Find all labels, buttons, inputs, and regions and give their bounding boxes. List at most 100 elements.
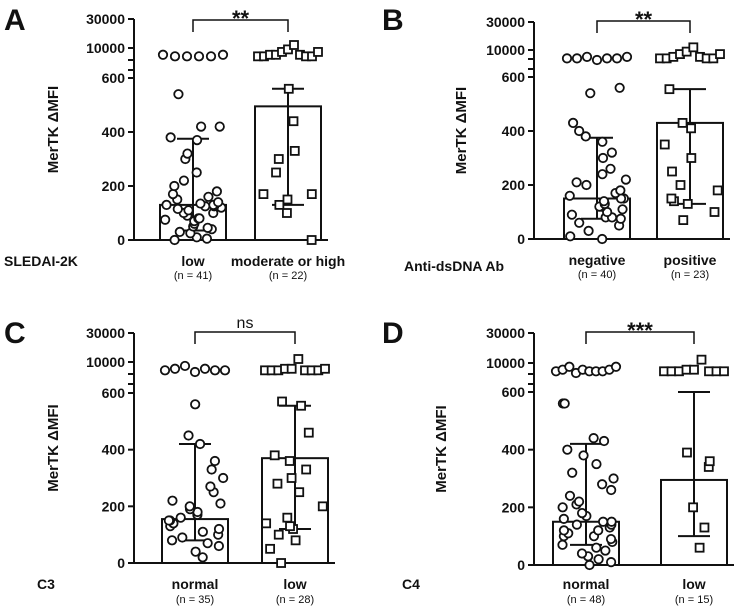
data-point — [197, 526, 208, 537]
y-tick-label: 10000 — [86, 354, 125, 370]
data-point-high — [581, 51, 593, 62]
data-point — [282, 512, 293, 523]
data-point — [194, 213, 205, 224]
y-tick-label: 0 — [117, 232, 125, 248]
data-point — [288, 116, 299, 127]
data-point — [306, 235, 317, 245]
category-label: low — [283, 576, 306, 592]
data-point-high — [610, 361, 622, 372]
data-point — [184, 501, 195, 512]
data-point — [567, 467, 578, 478]
data-point — [286, 473, 297, 483]
data-point — [261, 518, 272, 529]
data-point — [580, 131, 591, 142]
data-point — [567, 117, 579, 129]
panel-c: C MerTK ΔMFI 30000 10000 600 400 200 0 C3 ns norma… — [4, 315, 335, 606]
data-point — [615, 185, 626, 196]
data-point — [174, 226, 185, 237]
data-point — [173, 89, 184, 100]
data-point — [167, 189, 179, 200]
data-point — [211, 186, 222, 197]
data-point — [169, 234, 180, 246]
data-point-high — [320, 363, 330, 374]
y-tick-label: 10000 — [486, 42, 525, 58]
data-point — [218, 472, 229, 484]
data-point — [597, 136, 608, 147]
data-point — [574, 125, 585, 137]
data-point — [213, 540, 224, 552]
data-point — [597, 152, 609, 164]
data-point — [573, 496, 585, 507]
category-1: moderate or high(n = 22) — [231, 40, 345, 282]
group-label: SLEDAI-2K — [4, 253, 78, 269]
y-tick-label: 600 — [102, 70, 126, 86]
data-point — [182, 148, 193, 159]
data-point — [564, 490, 576, 501]
data-point — [615, 213, 626, 224]
data-point-high — [591, 54, 603, 66]
data-point — [191, 167, 202, 178]
data-point — [272, 478, 283, 489]
data-point-high — [571, 53, 583, 64]
data-point — [593, 525, 604, 536]
data-point — [285, 521, 295, 532]
axis-break — [528, 373, 535, 385]
data-point — [294, 487, 305, 498]
n-label: (n = 35) — [176, 594, 214, 606]
data-point — [704, 456, 715, 467]
y-tick-label: 200 — [502, 499, 526, 515]
data-point — [167, 495, 178, 506]
data-point-high — [193, 51, 205, 62]
significance-bracket — [194, 331, 296, 344]
data-point — [682, 198, 693, 209]
data-point — [303, 427, 314, 438]
data-point — [562, 444, 573, 455]
data-point — [574, 217, 585, 228]
data-point — [583, 225, 594, 236]
y-tick-label: 400 — [502, 123, 526, 139]
n-label: (n = 40) — [578, 269, 616, 281]
data-point-high — [611, 53, 623, 64]
data-point — [191, 135, 203, 146]
data-point — [606, 557, 617, 568]
data-point — [593, 554, 604, 565]
data-point — [282, 208, 292, 218]
significance-label: ** — [635, 7, 653, 32]
panel-letter: B — [382, 4, 404, 37]
significance-label: ** — [232, 6, 250, 31]
data-point — [620, 174, 631, 185]
panel-letter: A — [4, 4, 26, 37]
data-point — [175, 512, 186, 523]
data-point — [571, 177, 582, 188]
data-point-high — [561, 53, 573, 64]
category-label: moderate or high — [231, 253, 345, 269]
data-point — [666, 193, 677, 204]
data-point — [564, 190, 575, 201]
data-point — [160, 214, 171, 225]
data-point — [694, 542, 705, 553]
panel-letter: C — [4, 317, 26, 350]
category-1: low (n = 15) — [659, 354, 729, 606]
data-point-high — [289, 40, 299, 50]
significance-bracket — [585, 331, 695, 344]
data-point-high — [293, 354, 304, 364]
category-label: low — [682, 576, 705, 592]
data-point — [678, 215, 689, 226]
data-point — [686, 153, 697, 163]
data-point — [203, 191, 214, 202]
y-tick-label: 30000 — [486, 325, 525, 341]
axis-break — [128, 59, 135, 71]
data-point — [598, 196, 610, 207]
y-axis-title: MerTK ΔMFI — [45, 404, 62, 491]
data-point — [558, 525, 570, 536]
data-point — [282, 194, 293, 205]
data-point-high — [209, 365, 221, 376]
data-point — [213, 197, 224, 208]
data-point — [584, 559, 595, 571]
y-tick-label: 0 — [517, 557, 525, 573]
group-label: Anti-dsDNA Ab — [404, 258, 504, 274]
data-point — [290, 535, 301, 546]
significance-bracket — [596, 20, 691, 33]
category-label: normal — [172, 576, 219, 592]
data-point — [195, 198, 206, 209]
